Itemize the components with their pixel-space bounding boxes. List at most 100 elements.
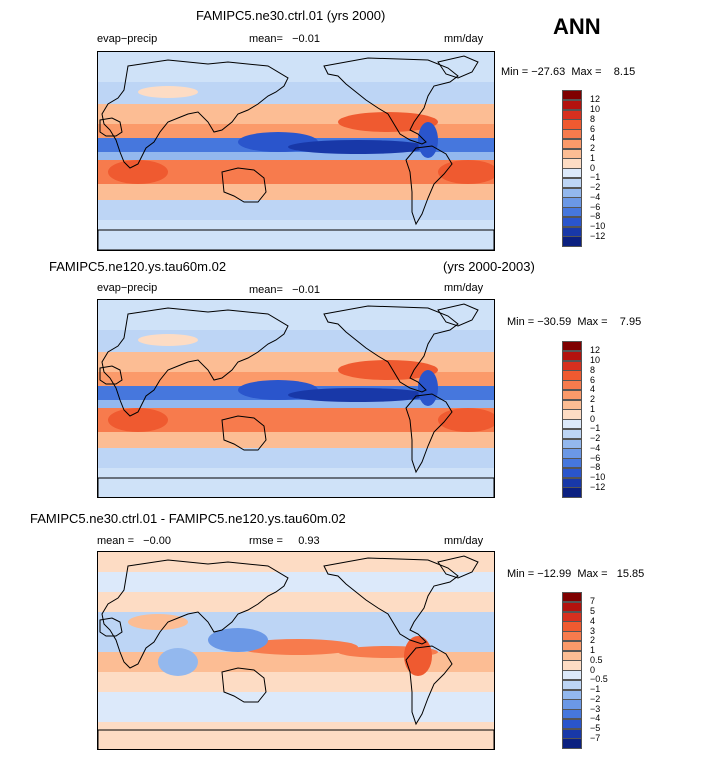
colorbar-level-label: −1 [590, 684, 601, 694]
colorbar-swatch [562, 350, 582, 361]
colorbar-swatch [562, 119, 582, 130]
colorbar-swatch [562, 236, 582, 247]
colorbar-level-label: −8 [590, 462, 601, 473]
panel2-title: FAMIPC5.ne120.ys.tau60m.02 [49, 259, 227, 274]
colorbar-level-label: −12 [590, 230, 606, 241]
colorbar-swatch [562, 399, 582, 410]
colorbar-swatch [562, 389, 582, 400]
colorbar-swatch [562, 216, 582, 227]
coastline [101, 307, 289, 417]
panel3-rmse: rmse = 0.93 [249, 535, 320, 547]
panel2-units: mm/day [444, 282, 484, 294]
colorbar-swatch [562, 360, 582, 371]
colorbar-swatch [562, 718, 582, 729]
colorbar-level-label: −1 [590, 172, 601, 183]
colorbar-swatch [562, 109, 582, 120]
panel1-units: mm/day [444, 33, 484, 45]
panel3-mean: mean = −0.00 [97, 535, 171, 547]
colorbar-level-label: 10 [590, 355, 601, 365]
field-anomaly [138, 86, 198, 98]
coastline [99, 617, 123, 637]
colorbar-swatch [562, 487, 582, 498]
field-band [98, 432, 494, 448]
colorbar-level-label: 5 [590, 606, 596, 616]
colorbar-swatch [562, 168, 582, 179]
field-band [98, 200, 494, 220]
panel1-variable: evap−precip [97, 33, 158, 45]
colorbar-swatch [562, 409, 582, 420]
colorbar-level-label: −5 [590, 723, 601, 733]
colorbar-swatch [562, 689, 582, 700]
colorbar-swatch [562, 448, 582, 459]
field-band [98, 448, 494, 468]
colorbar-level-label: 8 [590, 113, 596, 124]
colorbar-level-label: −2 [590, 693, 601, 704]
field-anomaly [338, 360, 438, 380]
colorbar-level-label: 1 [590, 152, 596, 163]
panel3-minmax: Min = −12.99 Max = 15.85 [507, 568, 645, 580]
field-anomaly [108, 408, 168, 432]
coastline [405, 645, 453, 726]
field-anomaly [158, 648, 198, 676]
colorbar-swatch [562, 738, 582, 749]
panel2-years: (yrs 2000-2003) [443, 259, 535, 274]
coastline [99, 117, 123, 137]
colorbar-level-label: 10 [590, 104, 601, 114]
colorbar-level-label: 1 [590, 403, 596, 414]
coastline [101, 559, 289, 669]
colorbar-level-label: −0.5 [590, 674, 608, 685]
colorbar-swatch [562, 370, 582, 381]
colorbar-swatch [562, 158, 582, 169]
colorbar-swatch [562, 592, 582, 603]
colorbar-level-label: 2 [590, 143, 596, 153]
colorbar-level-label: 4 [590, 615, 596, 626]
colorbar-swatch [562, 611, 582, 622]
colorbar-level-label: 12 [590, 345, 601, 356]
coastline [221, 667, 267, 703]
colorbar-swatch [562, 438, 582, 449]
colorbar-level-label: 12 [590, 94, 601, 105]
panel3-title: FAMIPC5.ne30.ctrl.01 - FAMIPC5.ne120.ys.… [30, 511, 346, 526]
colorbar-swatch [562, 187, 582, 198]
colorbar-level-label: −4 [590, 191, 601, 202]
field-anomaly [288, 140, 428, 154]
colorbar-swatch [562, 129, 582, 140]
colorbar-swatch [562, 380, 582, 391]
colorbar-swatch [562, 177, 582, 188]
panel3-units: mm/day [444, 535, 484, 547]
colorbar-swatch [562, 477, 582, 488]
colorbar-swatch [562, 650, 582, 661]
field-anomaly [108, 160, 168, 184]
colorbar-level-label: −3 [590, 703, 601, 714]
colorbar-swatch [562, 621, 582, 632]
colorbar-level-label: 2 [590, 635, 596, 646]
coastline [437, 303, 479, 327]
colorbar-level-label: 6 [590, 374, 596, 385]
colorbar-level-label: −4 [590, 442, 601, 453]
panel3-map-svg [98, 552, 494, 749]
field-anomaly [438, 160, 494, 184]
colorbar-swatch [562, 699, 582, 710]
coastline [437, 555, 479, 579]
field-band [98, 152, 494, 160]
panel2-map-svg [98, 300, 494, 497]
panel3-colorbar: 7 5 4 3 2 1 0.5 0 −0.5 −1 −2 −3 −4 −5 −7 [562, 592, 642, 749]
panel1-map [97, 51, 495, 251]
coastline [221, 167, 267, 203]
colorbar-swatch [562, 197, 582, 208]
colorbar-swatch [562, 660, 582, 671]
colorbar-level-label: −4 [590, 713, 601, 724]
colorbar-level-label: −10 [590, 472, 606, 482]
colorbar-level-label: 4 [590, 384, 596, 395]
field-band [98, 692, 494, 722]
field-anomaly [138, 334, 198, 346]
colorbar-swatch [562, 467, 582, 478]
field-band [98, 572, 494, 592]
colorbar-level-label: −7 [590, 732, 601, 743]
colorbar-swatch [562, 90, 582, 101]
coastline [98, 229, 494, 250]
panel2-map [97, 299, 495, 498]
colorbar-swatch [562, 601, 582, 612]
colorbar-swatch [562, 428, 582, 439]
colorbar-swatch [562, 148, 582, 159]
